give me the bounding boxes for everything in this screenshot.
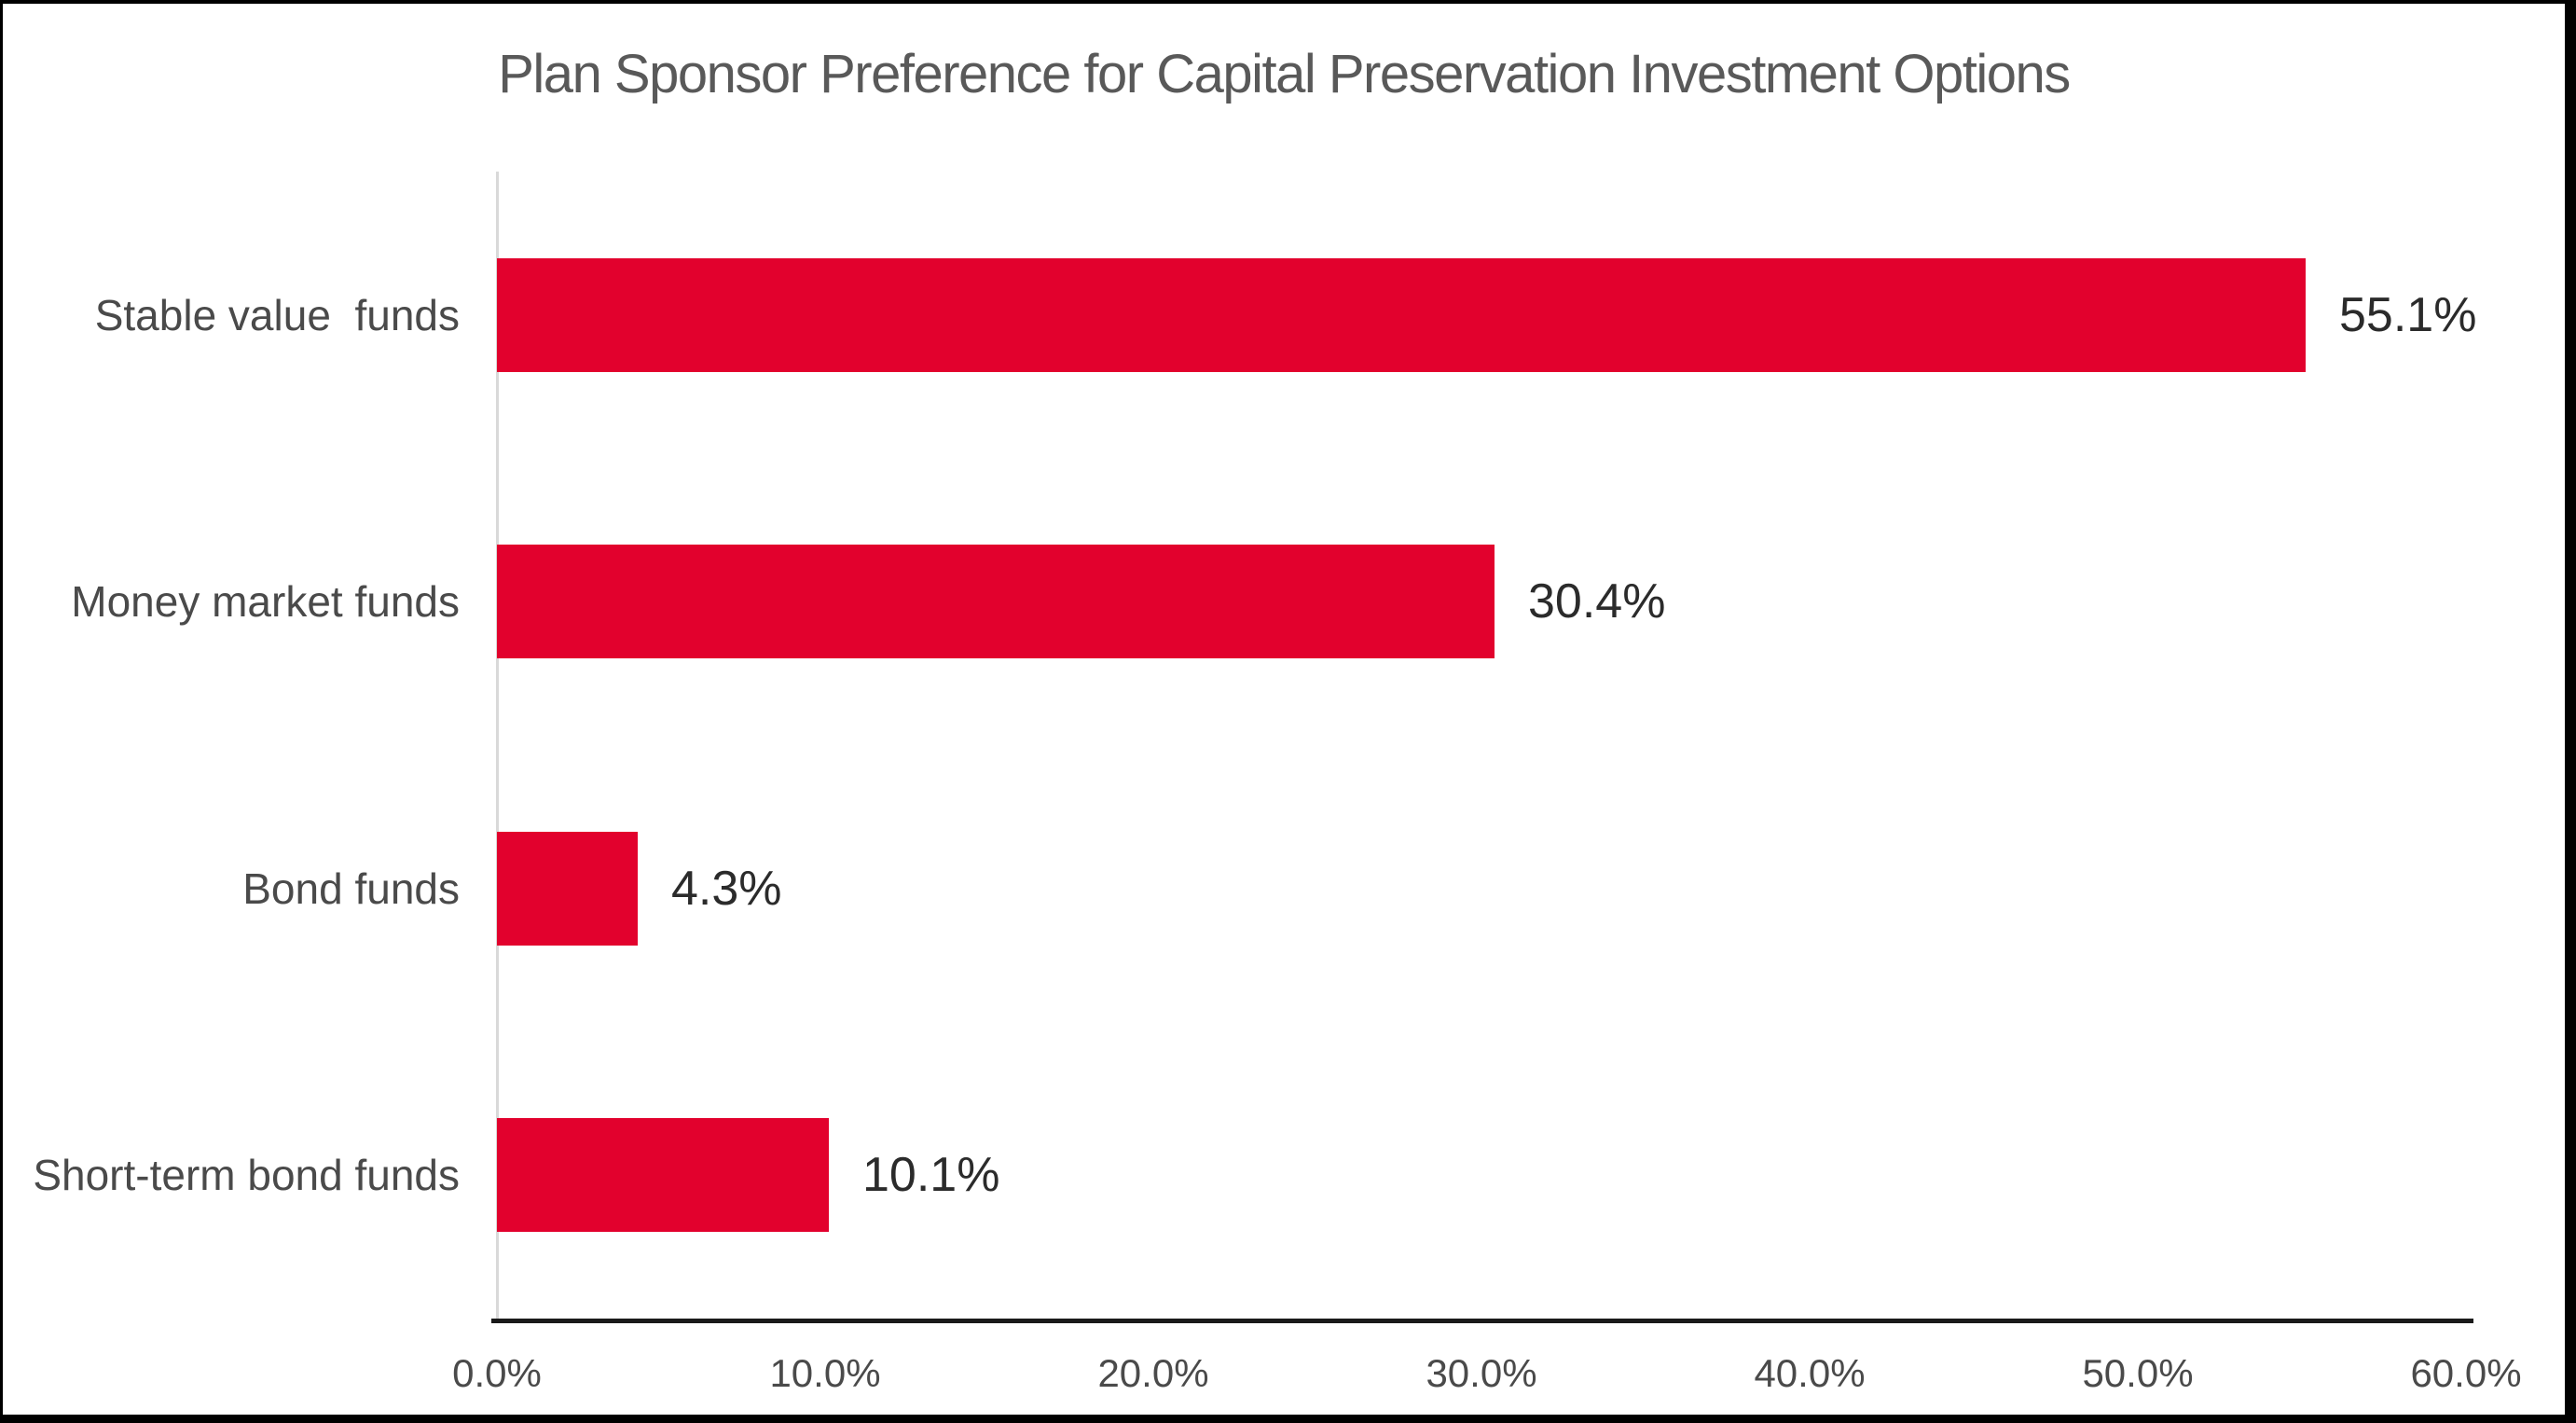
x-tick-label: 60.0% — [2410, 1351, 2522, 1395]
x-tick-label: 0.0% — [452, 1351, 542, 1395]
y-axis-zero-line — [496, 172, 499, 1319]
value-label: 10.1% — [862, 1148, 1000, 1203]
bar-3 — [497, 832, 638, 946]
bar-1 — [497, 258, 2306, 372]
bar-2 — [497, 545, 1495, 658]
category-label: Stable value funds — [94, 290, 460, 339]
category-label: Bond funds — [242, 863, 460, 913]
value-label: 4.3% — [671, 861, 782, 916]
chart-title: Plan Sponsor Preference for Capital Pres… — [498, 44, 2071, 104]
category-label: Short-term bond funds — [33, 1151, 460, 1200]
bar-4 — [497, 1118, 829, 1232]
x-axis-baseline — [491, 1319, 2473, 1323]
category-label: Money market funds — [71, 577, 460, 627]
value-label: 30.4% — [1528, 574, 1666, 629]
value-label: 55.1% — [2339, 287, 2477, 342]
x-tick-label: 30.0% — [1426, 1351, 1537, 1395]
x-tick-label: 50.0% — [2082, 1351, 2194, 1395]
x-tick-label: 10.0% — [769, 1351, 881, 1395]
x-tick-label: 20.0% — [1097, 1351, 1209, 1395]
x-tick-label: 40.0% — [1754, 1351, 1866, 1395]
